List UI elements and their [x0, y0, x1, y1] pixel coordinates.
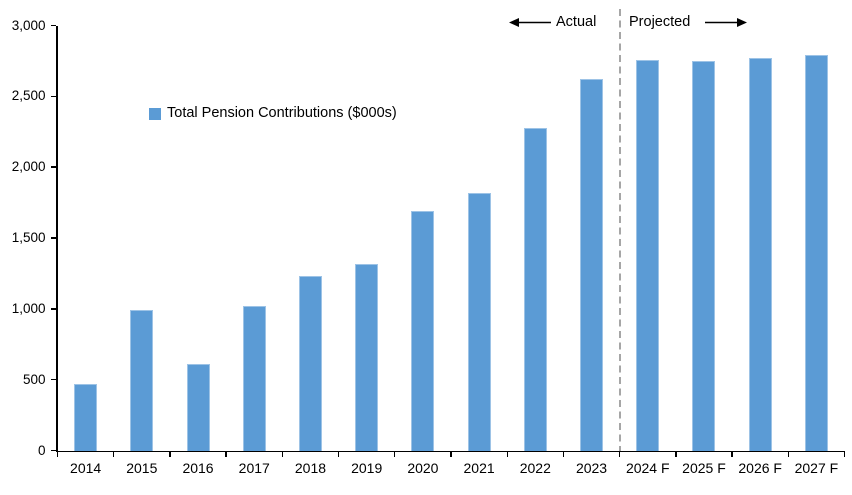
y-tick-mark	[51, 24, 57, 27]
bar-2026-f	[748, 58, 772, 451]
bar-2015	[130, 310, 154, 451]
x-tick-label: 2024 F	[625, 459, 670, 476]
bar-2021	[467, 192, 491, 451]
x-tick-mark	[787, 451, 789, 457]
y-tick-label: 0	[37, 442, 46, 458]
x-tick-mark	[675, 451, 677, 457]
x-tick-label: 2016	[182, 459, 214, 476]
bar-2019	[355, 263, 379, 451]
x-tick-mark	[169, 451, 171, 457]
x-tick-mark	[843, 451, 846, 457]
bar-2025-f	[692, 60, 716, 451]
bar-2027-f	[804, 55, 828, 451]
x-axis-line	[56, 450, 845, 452]
x-tick-mark	[337, 451, 340, 457]
y-axis-line	[56, 25, 58, 451]
legend: Total Pension Contributions ($000s)	[149, 105, 397, 122]
x-tick-label: 2021	[463, 459, 495, 476]
bar-2017	[242, 306, 266, 451]
x-tick-mark	[281, 451, 284, 457]
x-tick-mark	[56, 451, 59, 457]
x-tick-label: 2022	[519, 459, 551, 476]
y-tick-label: 2,000	[11, 159, 46, 175]
y-tick-mark	[51, 166, 57, 168]
x-tick-label: 2014	[70, 459, 102, 476]
right-arrow-icon	[705, 18, 747, 27]
y-tick-mark	[51, 95, 57, 98]
bar-2014	[74, 383, 98, 451]
bar-2022	[523, 127, 547, 451]
y-tick-label: 3,000	[11, 17, 46, 33]
x-tick-label: 2018	[294, 459, 327, 476]
left-arrow-icon	[509, 18, 551, 27]
y-tick-label: 1,000	[11, 300, 46, 316]
x-tick-label: 2019	[351, 459, 383, 476]
x-tick-mark	[450, 451, 452, 457]
legend-label: Total Pension Contributions ($000s)	[167, 105, 397, 121]
bar-2020	[411, 211, 435, 451]
bar-2024-f	[636, 59, 660, 451]
x-tick-label: 2020	[407, 459, 439, 476]
x-tick-label: 2027 F	[794, 459, 839, 476]
x-tick-label: 2017	[238, 459, 270, 476]
x-tick-label: 2026 F	[738, 459, 782, 476]
bar-2018	[298, 276, 322, 451]
x-tick-label: 2023	[575, 459, 608, 476]
y-tick-label: 1,500	[11, 230, 46, 245]
x-tick-mark	[618, 451, 621, 457]
x-tick-mark	[225, 451, 227, 457]
x-tick-mark	[506, 451, 508, 457]
bar-2023	[580, 79, 604, 451]
x-tick-mark	[731, 451, 733, 457]
x-tick-mark	[113, 451, 115, 457]
actual-label: Actual	[556, 14, 597, 30]
x-tick-mark	[562, 451, 565, 457]
x-tick-label: 2025 F	[682, 459, 726, 476]
projected-label: Projected	[629, 14, 691, 30]
y-tick-mark	[51, 378, 57, 381]
bar-2016	[186, 364, 210, 451]
actual-projected-divider	[618, 8, 621, 451]
plot-area: 0 500 1,000 1,500 2,000 2,500 3,000 2014 2015 201…	[12, 8, 846, 475]
y-tick-label: 500	[22, 371, 46, 387]
y-tick-mark	[51, 308, 57, 310]
legend-square-icon	[149, 107, 161, 120]
x-tick-mark	[394, 451, 396, 457]
y-tick-label: 2,500	[11, 88, 46, 104]
y-tick-mark	[51, 237, 57, 239]
x-tick-label: 2015	[126, 459, 158, 476]
y-tick-mark	[51, 449, 57, 452]
